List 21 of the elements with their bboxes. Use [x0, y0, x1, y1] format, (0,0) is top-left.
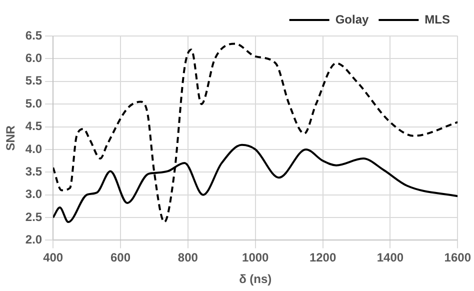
x-tick-label: 1600	[444, 250, 472, 265]
y-tick-label: 6.5	[25, 28, 42, 42]
legend-label: MLS	[424, 12, 450, 26]
y-tick-label: 3.0	[25, 187, 42, 202]
x-tick-label: 600	[110, 250, 131, 265]
x-tick-label: 1000	[242, 250, 270, 265]
y-tick-label: 4.0	[25, 142, 42, 156]
y-tick-label: 6.0	[25, 51, 42, 65]
y-tick-label: 2.5	[25, 210, 42, 224]
y-tick-label: 2.0	[25, 232, 42, 247]
y-tick-label: 4.5	[25, 119, 42, 134]
x-tick-label: 1200	[309, 250, 336, 265]
x-tick-label: 800	[178, 250, 198, 265]
y-tick-label: 3.5	[25, 164, 42, 178]
x-tick-label: 1400	[376, 250, 404, 265]
y-axis-title: SNR	[4, 125, 18, 151]
x-axis-title: δ (ns)	[239, 272, 272, 286]
x-tick-label: 400	[43, 250, 64, 265]
y-tick-label: 5.0	[25, 96, 42, 110]
legend-label: Golay	[335, 12, 369, 26]
y-tick-label: 5.5	[25, 74, 42, 88]
